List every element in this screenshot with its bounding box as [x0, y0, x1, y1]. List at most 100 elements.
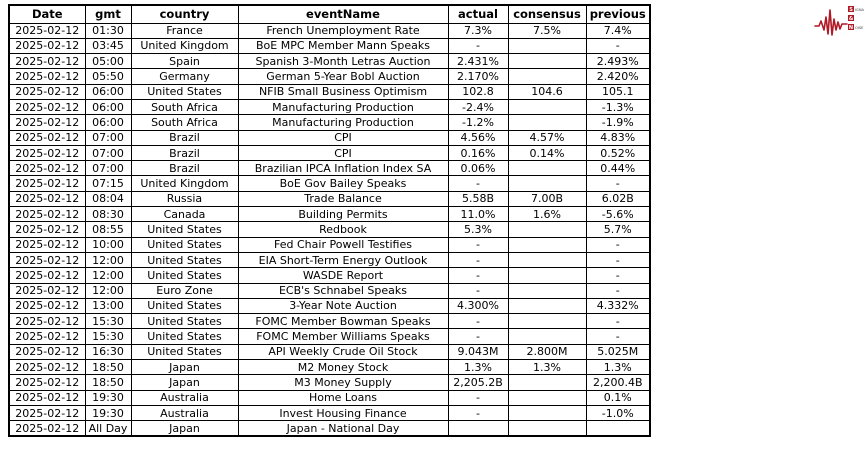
- logo-initial-n: N: [849, 25, 853, 31]
- table-cell: German 5-Year Bobl Auction: [237, 68, 449, 85]
- table-cell: [507, 404, 587, 422]
- table-row: 2025-02-12 15:30 United States FOMC Member …: [8, 313, 651, 330]
- table-cell: South Africa: [130, 98, 239, 116]
- table-cell: 6.02B: [585, 190, 651, 208]
- table-cell: [447, 420, 509, 437]
- table-cell: [507, 160, 587, 177]
- table-cell: 1.3%: [585, 359, 651, 376]
- table-cell: Brazilian IPCA Inflation Index SA: [237, 160, 449, 177]
- table-cell: 2.170%: [447, 68, 509, 85]
- table-cell: 15:30: [84, 313, 132, 330]
- table-cell: 104.6: [507, 83, 587, 100]
- table-cell: United States: [130, 313, 239, 330]
- table-cell: [507, 313, 587, 330]
- table-cell: Brazil: [130, 144, 239, 162]
- table-cell: Japan: [130, 420, 239, 437]
- table-row: 2025-02-12 01:30 France French Unemployment…: [8, 22, 651, 39]
- table-cell: -1.0%: [585, 404, 651, 422]
- table-cell: 4.56%: [447, 129, 509, 146]
- table-cell: [507, 420, 587, 437]
- table-cell: 12:00: [84, 282, 132, 299]
- table-row: 2025-02-12 06:00 United States NFIB Small B…: [8, 83, 651, 100]
- table-row: 2025-02-12 07:15 United Kingdom BoE Gov Bai…: [8, 175, 651, 192]
- table-cell: 01:30: [84, 22, 132, 39]
- table-cell: 2025-02-12: [8, 236, 86, 253]
- table-row: 2025-02-12 07:00 Brazil CPI 4.56% 4.57% 4.83%: [8, 129, 651, 146]
- table-cell: 13:00: [84, 297, 132, 315]
- table-cell: CPI: [237, 129, 449, 146]
- table-cell: Manufacturing Production: [237, 114, 449, 131]
- table-cell: -: [447, 251, 509, 269]
- column-header-eventname: eventName: [237, 4, 449, 24]
- table-cell: 5.025M: [585, 343, 651, 361]
- column-header-date: Date: [8, 4, 86, 24]
- table-cell: 0.44%: [585, 160, 651, 177]
- table-cell: CPI: [237, 144, 449, 162]
- table-cell: FOMC Member Bowman Speaks: [237, 313, 449, 330]
- table-row: 2025-02-12 08:04 Russia Trade Balance 5.58B 7…: [8, 190, 651, 208]
- table-cell: United Kingdom: [130, 37, 239, 55]
- table-cell: 08:30: [84, 206, 132, 223]
- table-cell: Spanish 3-Month Letras Auction: [237, 53, 449, 70]
- table-cell: Japan - National Day: [237, 420, 449, 437]
- table-cell: Brazil: [130, 129, 239, 146]
- table-cell: -: [585, 267, 651, 284]
- table-cell: 0.1%: [585, 389, 651, 406]
- column-header-gmt: gmt: [84, 4, 132, 24]
- table-cell: United States: [130, 297, 239, 315]
- table-row: 2025-02-12 03:45 United Kingdom BoE MPC Mem…: [8, 37, 651, 55]
- table-cell: Japan: [130, 359, 239, 376]
- ecg-waveform-icon: [814, 9, 848, 36]
- table-cell: [507, 221, 587, 238]
- table-cell: 4.332%: [585, 297, 651, 315]
- table-cell: 11.0%: [447, 206, 509, 223]
- table-cell: 07:00: [84, 129, 132, 146]
- table-cell: -: [585, 175, 651, 192]
- table-row: 2025-02-12 06:00 South Africa Manufacturing…: [8, 114, 651, 131]
- table-cell: -: [447, 236, 509, 253]
- table-cell: -2.4%: [447, 98, 509, 116]
- table-cell: -: [447, 389, 509, 406]
- column-header-country: country: [130, 4, 239, 24]
- table-row: 2025-02-12 08:30 Canada Building Permits 11.…: [8, 206, 651, 223]
- table-row: 2025-02-12 16:30 United States API Weekly C…: [8, 343, 651, 361]
- table-cell: [507, 389, 587, 406]
- table-cell: 0.16%: [447, 144, 509, 162]
- table-cell: -: [447, 404, 509, 422]
- table-cell: 9.043M: [447, 343, 509, 361]
- table-row: 2025-02-12 15:30 United States FOMC Member …: [8, 328, 651, 345]
- table-cell: 07:00: [84, 160, 132, 177]
- table-row: 2025-02-12 12:00 Euro Zone ECB's Schnabel S…: [8, 282, 651, 299]
- table-cell: 3-Year Note Auction: [237, 297, 449, 315]
- table-row: 2025-02-12 12:00 United States EIA Short-Te…: [8, 251, 651, 269]
- table-cell: -: [447, 328, 509, 345]
- table-cell: Australia: [130, 404, 239, 422]
- logo-text: S IGNAL & N OISE: [848, 6, 864, 31]
- table-cell: 15:30: [84, 328, 132, 345]
- table-cell: -1.2%: [447, 114, 509, 131]
- table-cell: 2025-02-12: [8, 129, 86, 146]
- table-cell: 2025-02-12: [8, 297, 86, 315]
- table-cell: Euro Zone: [130, 282, 239, 299]
- table-cell: 5.7%: [585, 221, 651, 238]
- table-cell: 2025-02-12: [8, 22, 86, 39]
- table-cell: 102.8: [447, 83, 509, 100]
- table-cell: [507, 267, 587, 284]
- table-cell: United States: [130, 83, 239, 100]
- table-cell: [507, 114, 587, 131]
- table-cell: 2025-02-12: [8, 144, 86, 162]
- table-cell: 5.58B: [447, 190, 509, 208]
- table-row: 2025-02-12 10:00 United States Fed Chair Po…: [8, 236, 651, 253]
- table-cell: BoE MPC Member Mann Speaks: [237, 37, 449, 55]
- table-cell: 2025-02-12: [8, 190, 86, 208]
- table-cell: 0.14%: [507, 144, 587, 162]
- table-cell: United States: [130, 267, 239, 284]
- table-cell: FOMC Member Williams Speaks: [237, 328, 449, 345]
- table-cell: 1.6%: [507, 206, 587, 223]
- table-cell: [507, 37, 587, 55]
- table-cell: 06:00: [84, 98, 132, 116]
- table-cell: 16:30: [84, 343, 132, 361]
- table-row: 2025-02-12 05:00 Spain Spanish 3-Month Letr…: [8, 53, 651, 70]
- table-cell: 2025-02-12: [8, 206, 86, 223]
- table-row: 2025-02-12 12:00 United States WASDE Report…: [8, 267, 651, 284]
